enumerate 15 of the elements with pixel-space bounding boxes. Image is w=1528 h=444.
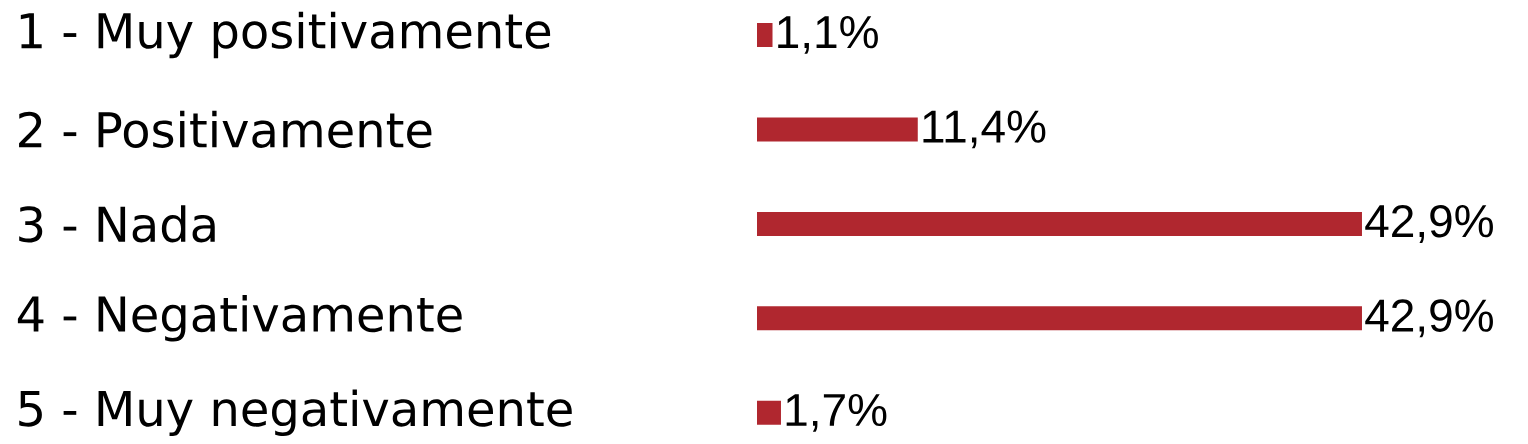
bar bbox=[757, 306, 1362, 331]
bar bbox=[757, 400, 781, 425]
bar bbox=[757, 22, 773, 47]
bar bbox=[757, 117, 918, 142]
data-label: 42,9% bbox=[1365, 204, 1493, 243]
y-tick-label: 3 - Nada bbox=[19, 205, 215, 243]
data-label: 1,1% bbox=[778, 16, 878, 54]
bar bbox=[757, 211, 1362, 236]
data-label: 42,9% bbox=[1365, 299, 1493, 338]
data-label: 1,7% bbox=[786, 393, 887, 432]
y-tick-label: 5 - Muy negativamente bbox=[19, 389, 572, 437]
y-tick-label: 4 - Negativamente bbox=[17, 295, 462, 342]
y-tick-label: 2 - Positivamente bbox=[19, 110, 432, 148]
data-label: 11,4% bbox=[923, 110, 1046, 149]
y-tick-label: 1 - Muy positivamente bbox=[20, 11, 551, 59]
